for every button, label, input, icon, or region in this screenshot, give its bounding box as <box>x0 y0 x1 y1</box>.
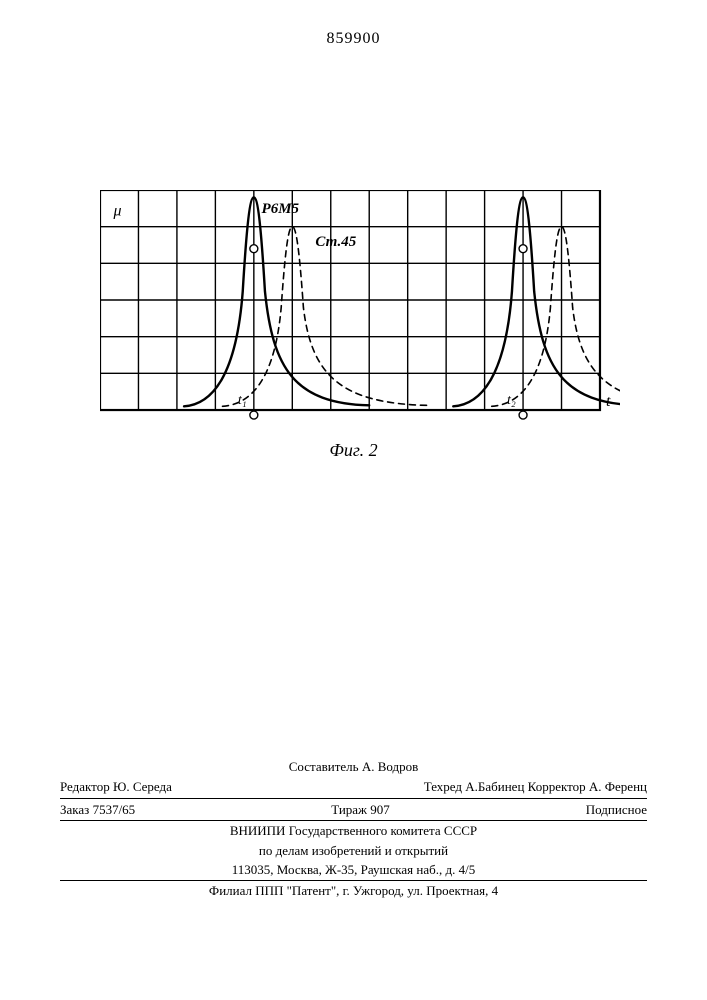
chart-svg: μtР6М5Ст.45t₁t₂ <box>100 190 620 430</box>
svg-text:Ст.45: Ст.45 <box>315 234 356 250</box>
figure-caption: Фиг. 2 <box>0 440 707 461</box>
imprint-footer: Составитель А. Водров Редактор Ю. Середа… <box>60 757 647 901</box>
svg-text:t₂: t₂ <box>507 393 516 408</box>
page-number: 859900 <box>0 30 707 48</box>
permeability-temperature-chart: μtР6М5Ст.45t₁t₂ <box>100 190 600 430</box>
org-line-1: ВНИИПИ Государственного комитета СССР <box>60 821 647 841</box>
address-line-1: 113035, Москва, Ж-35, Раушская наб., д. … <box>60 860 647 881</box>
order-row: Заказ 7537/65 Тираж 907 Подписное <box>60 799 647 822</box>
editor-row: Редактор Ю. Середа Техред А.Бабинец Корр… <box>60 776 647 799</box>
compiler-line: Составитель А. Водров <box>60 757 647 777</box>
svg-text:t₁: t₁ <box>238 393 247 408</box>
svg-text:Р6М5: Р6М5 <box>262 201 300 217</box>
svg-text:μ: μ <box>112 203 121 220</box>
address-line-2: Филиал ППП "Патент", г. Ужгород, ул. Про… <box>60 881 647 901</box>
org-line-2: по делам изобретений и открытий <box>60 841 647 861</box>
